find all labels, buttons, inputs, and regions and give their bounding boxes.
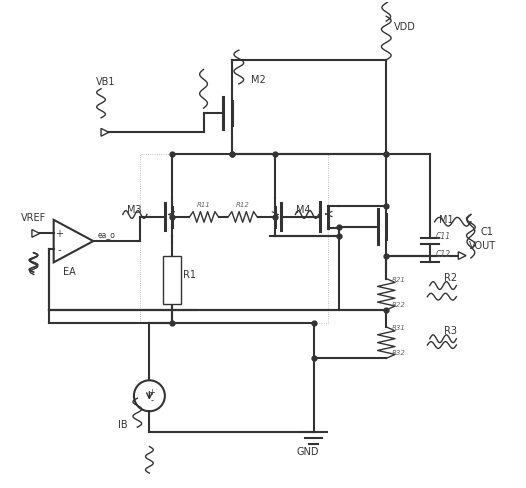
Text: R21: R21 bbox=[392, 276, 406, 283]
Text: R11: R11 bbox=[197, 202, 211, 208]
Text: M3: M3 bbox=[127, 204, 141, 215]
Text: M4: M4 bbox=[296, 204, 310, 215]
Text: -: - bbox=[150, 396, 153, 405]
Text: GND: GND bbox=[297, 446, 319, 456]
Text: +: + bbox=[148, 387, 155, 397]
Text: VB1: VB1 bbox=[96, 77, 116, 87]
Text: VDD: VDD bbox=[393, 22, 416, 32]
Text: C1: C1 bbox=[481, 226, 493, 236]
Text: IB: IB bbox=[118, 419, 128, 429]
Text: M2: M2 bbox=[251, 74, 266, 84]
Text: R1: R1 bbox=[183, 270, 196, 280]
Text: R31: R31 bbox=[392, 325, 406, 331]
Text: ea_o: ea_o bbox=[97, 230, 115, 239]
Text: EA: EA bbox=[63, 267, 76, 277]
Text: R32: R32 bbox=[392, 350, 406, 356]
Bar bbox=[140, 155, 328, 324]
Text: +: + bbox=[55, 229, 64, 239]
Text: R3: R3 bbox=[444, 325, 457, 335]
Text: -: - bbox=[58, 244, 61, 254]
Text: VOUT: VOUT bbox=[469, 241, 495, 251]
Text: M1: M1 bbox=[439, 214, 454, 224]
Text: C12: C12 bbox=[436, 249, 451, 259]
Text: C11: C11 bbox=[436, 232, 451, 241]
Text: R2: R2 bbox=[444, 272, 458, 282]
Bar bbox=[164, 256, 181, 304]
Text: R22: R22 bbox=[392, 302, 406, 307]
Text: R12: R12 bbox=[236, 202, 250, 208]
Text: VREF: VREF bbox=[21, 212, 46, 223]
